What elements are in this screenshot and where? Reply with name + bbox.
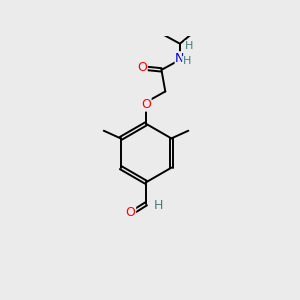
Text: O: O — [126, 206, 136, 219]
Text: H: H — [154, 199, 163, 212]
Text: N: N — [175, 52, 184, 65]
Text: O: O — [141, 98, 151, 111]
Text: H: H — [185, 41, 194, 51]
Text: H: H — [183, 56, 191, 66]
Text: O: O — [137, 61, 147, 74]
